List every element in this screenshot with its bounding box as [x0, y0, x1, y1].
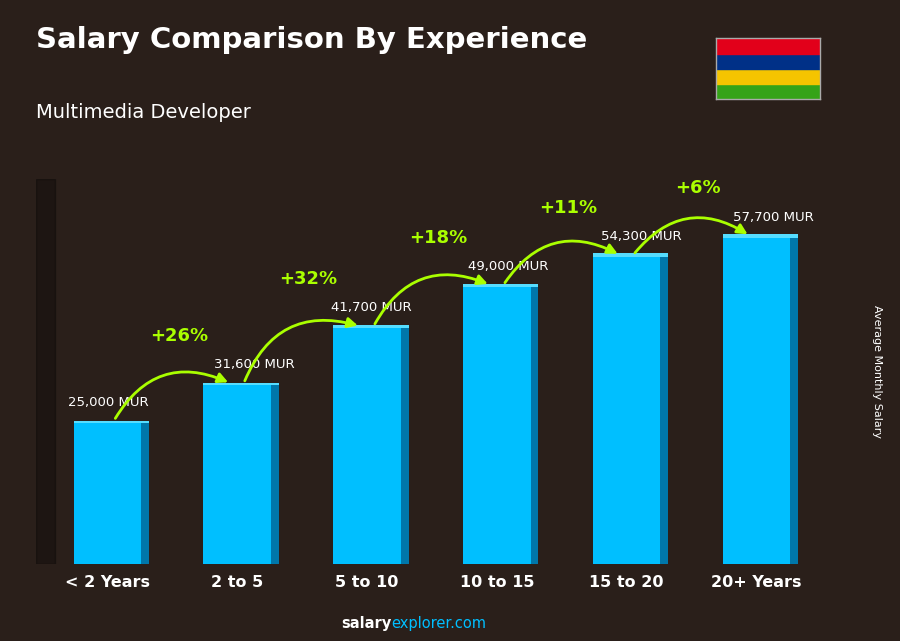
- Bar: [141, 422, 149, 564]
- Text: +26%: +26%: [149, 327, 208, 345]
- Bar: [531, 287, 538, 564]
- Text: explorer.com: explorer.com: [392, 617, 487, 631]
- Bar: [74, 422, 141, 564]
- Text: salary: salary: [341, 617, 392, 631]
- Bar: [716, 38, 820, 54]
- Text: Salary Comparison By Experience: Salary Comparison By Experience: [36, 26, 587, 54]
- Bar: [203, 385, 271, 564]
- Text: 25,000 MUR: 25,000 MUR: [68, 395, 149, 408]
- Bar: [716, 84, 820, 99]
- Text: 54,300 MUR: 54,300 MUR: [600, 230, 681, 243]
- Text: 41,700 MUR: 41,700 MUR: [330, 301, 411, 314]
- Bar: [271, 385, 279, 564]
- Bar: [716, 69, 820, 84]
- Bar: [464, 287, 531, 564]
- Bar: [723, 238, 790, 564]
- Bar: [203, 383, 279, 385]
- Text: Average Monthly Salary: Average Monthly Salary: [872, 305, 883, 438]
- Text: 31,600 MUR: 31,600 MUR: [214, 358, 294, 371]
- Bar: [723, 234, 798, 238]
- Bar: [593, 257, 661, 564]
- Text: 49,000 MUR: 49,000 MUR: [468, 260, 549, 273]
- Bar: [400, 328, 409, 564]
- Bar: [333, 328, 400, 564]
- Text: +18%: +18%: [410, 229, 468, 247]
- Bar: [661, 257, 668, 564]
- Bar: [716, 54, 820, 69]
- Text: +6%: +6%: [675, 179, 721, 197]
- Text: +11%: +11%: [539, 199, 598, 217]
- Bar: [593, 253, 668, 257]
- Bar: [74, 421, 148, 422]
- Bar: [464, 283, 538, 287]
- Bar: [790, 238, 798, 564]
- Text: Multimedia Developer: Multimedia Developer: [36, 103, 251, 122]
- Bar: [36, 179, 56, 564]
- Text: 57,700 MUR: 57,700 MUR: [734, 211, 814, 224]
- Bar: [333, 326, 409, 328]
- Text: +32%: +32%: [280, 270, 338, 288]
